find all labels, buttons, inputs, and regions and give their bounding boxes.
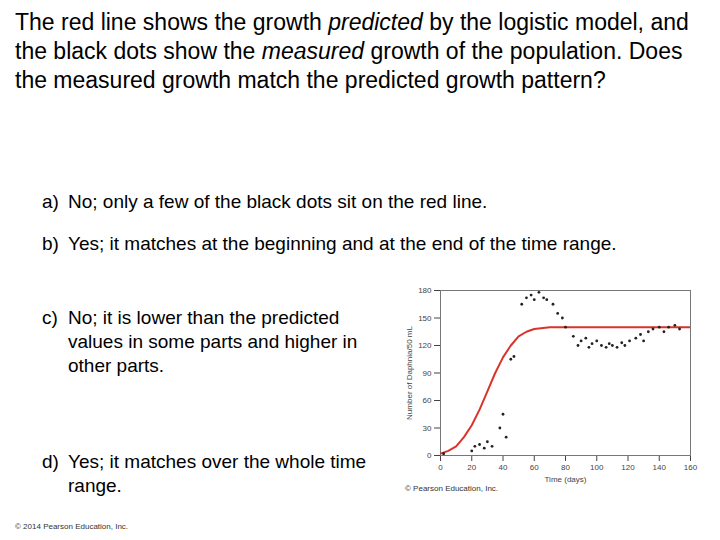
svg-text:60: 60 (530, 463, 539, 472)
svg-text:20: 20 (467, 463, 476, 472)
svg-text:180: 180 (418, 286, 432, 295)
html-text:a): a) (42, 191, 59, 212)
svg-text:120: 120 (418, 341, 432, 350)
html-text:No; only a few of the black do: No; only a few of the black dots sit on … (68, 191, 488, 212)
html-text:b): b) (42, 233, 59, 254)
svg-text:120: 120 (621, 463, 635, 472)
html-text:© 2014 Pearson Education, Inc.: © 2014 Pearson Education, Inc. (15, 522, 129, 531)
svg-text:100: 100 (590, 463, 604, 472)
svg-text:Time (days): Time (days) (545, 475, 587, 484)
svg-text:160: 160 (684, 463, 698, 472)
html-text:The red line shows the growth: The red line shows the growth predicted … (15, 9, 689, 93)
svg-text:0: 0 (427, 451, 432, 460)
svg-text:90: 90 (423, 369, 432, 378)
svg-text:40: 40 (499, 463, 508, 472)
svg-text:140: 140 (653, 463, 667, 472)
svg-text:0: 0 (438, 463, 443, 472)
html-text:Yes; it matches at the beginni: Yes; it matches at the beginning and at … (68, 233, 617, 254)
html-text:No; it is lower than the predi: No; it is lower than the predicted value… (68, 307, 358, 376)
html-text:d): d) (42, 451, 59, 472)
html-text:© Pearson Education, Inc.: © Pearson Education, Inc. (405, 484, 499, 493)
svg-text:30: 30 (423, 424, 432, 433)
svg-text:60: 60 (423, 396, 432, 405)
html-text:Yes; it matches over the whole: Yes; it matches over the whole time rang… (68, 451, 367, 496)
svg-text:80: 80 (561, 463, 570, 472)
svg-text:150: 150 (418, 314, 432, 323)
svg-text:Number of Daphnia/50 mL: Number of Daphnia/50 mL (405, 326, 414, 420)
html-text:c): c) (42, 307, 58, 328)
